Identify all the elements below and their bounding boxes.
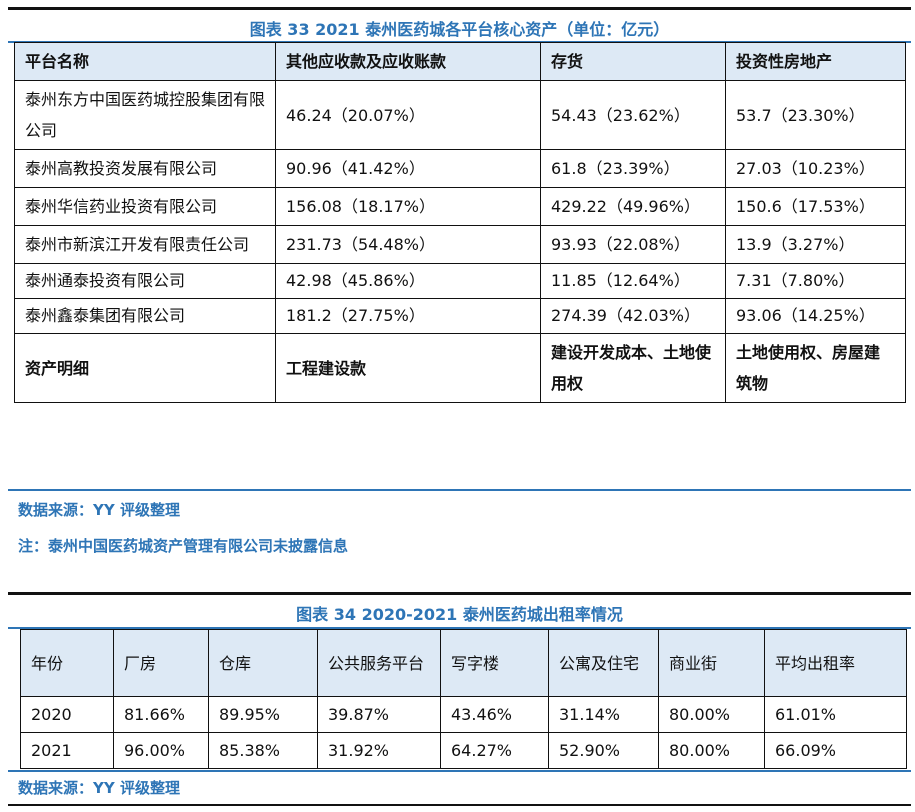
cell: 11.85（12.64%） <box>540 263 726 299</box>
cell: 土地使用权、房屋建筑物 <box>725 333 906 403</box>
header-cell: 年份 <box>20 629 114 697</box>
cell: 2021 <box>20 732 114 769</box>
cell: 61.01% <box>764 696 907 733</box>
header-cell: 厂房 <box>113 629 209 697</box>
cell: 96.00% <box>113 732 209 769</box>
header-cell: 商业街 <box>658 629 765 697</box>
top-rule-2 <box>8 592 911 595</box>
detail-row: 资产明细 工程建设款 建设开发成本、土地使用权 土地使用权、房屋建筑物 <box>14 333 906 403</box>
cell: 274.39（42.03%） <box>540 298 726 334</box>
cell: 39.87% <box>317 696 441 733</box>
table34: 年份 厂房 仓库 公共服务平台 写字楼 公寓及住宅 商业街 平均出租率 2020 81.66% 8… <box>20 629 907 769</box>
cell: 31.14% <box>548 696 659 733</box>
cell: 80.00% <box>658 732 765 769</box>
cell: 93.06（14.25%） <box>725 298 906 334</box>
cell: 资产明细 <box>14 333 276 403</box>
cell: 泰州东方中国医药城控股集团有限公司 <box>14 80 276 150</box>
table-row: 泰州高教投资发展有限公司 90.96（41.42%） 61.8（23.39%） 27.… <box>14 149 906 188</box>
cell: 81.66% <box>113 696 209 733</box>
cell: 46.24（20.07%） <box>275 80 541 150</box>
top-rule <box>8 7 911 10</box>
cell: 231.73（54.48%） <box>275 225 541 264</box>
cell: 31.92% <box>317 732 441 769</box>
table-row: 泰州通泰投资有限公司 42.98（45.86%） 11.85（12.64%） 7.31… <box>14 263 906 299</box>
cell: 52.90% <box>548 732 659 769</box>
header-cell: 写字楼 <box>440 629 549 697</box>
table33-title: 图表 33 2021 泰州医药城各平台核心资产（单位：亿元） <box>249 20 670 39</box>
table-row: 2020 81.66% 89.95% 39.87% 43.46% 31.14% 80.00%… <box>20 696 907 733</box>
header-cell: 平台名称 <box>14 42 276 81</box>
table-row: 泰州鑫泰集团有限公司 181.2（27.75%） 274.39（42.03%） 93.… <box>14 298 906 334</box>
cell: 7.31（7.80%） <box>725 263 906 299</box>
table-row: 泰州东方中国医药城控股集团有限公司 46.24（20.07%） 54.43（23.6… <box>14 80 906 150</box>
cell: 150.6（17.53%） <box>725 187 906 226</box>
cell: 93.93（22.08%） <box>540 225 726 264</box>
header-cell: 公共服务平台 <box>317 629 441 697</box>
cell: 工程建设款 <box>275 333 541 403</box>
cell: 85.38% <box>208 732 318 769</box>
table-bottom-rule-2 <box>8 770 911 772</box>
header-cell: 公寓及住宅 <box>548 629 659 697</box>
cell: 54.43（23.62%） <box>540 80 726 150</box>
cell: 泰州市新滨江开发有限责任公司 <box>14 225 276 264</box>
cell: 2020 <box>20 696 114 733</box>
cell: 泰州高教投资发展有限公司 <box>14 149 276 188</box>
cell: 429.22（49.96%） <box>540 187 726 226</box>
source-note: 数据来源：YY 评级整理 <box>18 501 180 519</box>
header-cell: 存货 <box>540 42 726 81</box>
cell: 64.27% <box>440 732 549 769</box>
cell: 90.96（41.42%） <box>275 149 541 188</box>
cell: 156.08（18.17%） <box>275 187 541 226</box>
table-bottom-rule <box>8 489 911 491</box>
cell: 53.7（23.30%） <box>725 80 906 150</box>
cell: 42.98（45.86%） <box>275 263 541 299</box>
table33: 平台名称 其他应收款及应收账款 存货 投资性房地产 泰州东方中国医药城控股集团有… <box>14 42 906 403</box>
cell: 13.9（3.27%） <box>725 225 906 264</box>
title-rule-2 <box>8 627 911 629</box>
header-cell: 平均出租率 <box>764 629 907 697</box>
cell: 89.95% <box>208 696 318 733</box>
table-row: 泰州市新滨江开发有限责任公司 231.73（54.48%） 93.93（22.08%… <box>14 225 906 264</box>
cell: 泰州鑫泰集团有限公司 <box>14 298 276 334</box>
bottom-rule <box>8 804 911 806</box>
cell: 61.8（23.39%） <box>540 149 726 188</box>
cell: 泰州华信药业投资有限公司 <box>14 187 276 226</box>
header-cell: 投资性房地产 <box>725 42 906 81</box>
header-cell: 其他应收款及应收账款 <box>275 42 541 81</box>
table34-title: 图表 34 2020-2021 泰州医药城出租率情况 <box>296 605 623 624</box>
cell: 27.03（10.23%） <box>725 149 906 188</box>
source-note-2: 数据来源：YY 评级整理 <box>18 779 180 797</box>
cell: 泰州通泰投资有限公司 <box>14 263 276 299</box>
cell: 80.00% <box>658 696 765 733</box>
table-header-row: 平台名称 其他应收款及应收账款 存货 投资性房地产 <box>14 42 906 81</box>
table-row: 2021 96.00% 85.38% 31.92% 64.27% 52.90% 80.00%… <box>20 732 907 769</box>
cell: 66.09% <box>764 732 907 769</box>
table-row: 泰州华信药业投资有限公司 156.08（18.17%） 429.22（49.96%）… <box>14 187 906 226</box>
header-cell: 仓库 <box>208 629 318 697</box>
table-header-row: 年份 厂房 仓库 公共服务平台 写字楼 公寓及住宅 商业街 平均出租率 <box>20 629 907 697</box>
cell: 181.2（27.75%） <box>275 298 541 334</box>
footnote: 注：泰州中国医药城资产管理有限公司未披露信息 <box>18 537 349 555</box>
cell: 建设开发成本、土地使用权 <box>540 333 726 403</box>
cell: 43.46% <box>440 696 549 733</box>
